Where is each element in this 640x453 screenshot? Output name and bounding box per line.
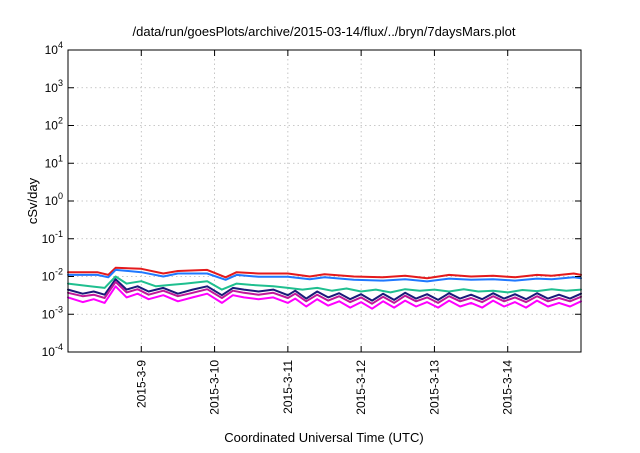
- y-tick-label: 10-3: [42, 304, 63, 321]
- y-tick-label: 102: [45, 116, 63, 133]
- chart-title: /data/run/goesPlots/archive/2015-03-14/f…: [133, 24, 516, 39]
- series-line-2: [67, 268, 582, 283]
- y-tick-label: 10-1: [42, 229, 63, 246]
- y-tick-label: 104: [45, 40, 63, 57]
- ticks: [68, 49, 581, 353]
- y-tick-label: 103: [45, 78, 63, 95]
- series-layer: [67, 266, 582, 310]
- y-tick-label: 100: [45, 191, 63, 208]
- x-tick-label: 2015-3-11: [281, 360, 295, 414]
- x-tick-label: 2015-3-12: [354, 360, 368, 415]
- series-line-5: [67, 280, 582, 305]
- series-line-1: [67, 266, 582, 280]
- y-tick-label: 10-2: [42, 267, 63, 284]
- grid: [68, 50, 581, 352]
- series-line-3: [67, 275, 582, 294]
- y-tick-labels: 10-4 10-3 10-2 10-1 100 101 102 103 104: [42, 40, 63, 359]
- x-tick-labels: 2015-3-9 2015-3-10 2015-3-11 2015-3-12 2015-…: [134, 360, 514, 415]
- x-tick-label: 2015-3-13: [427, 360, 441, 415]
- series-line-4: [67, 278, 582, 302]
- y-axis-label: cSv/day: [25, 177, 40, 224]
- x-tick-label: 2015-3-14: [501, 360, 515, 415]
- y-tick-label: 10-4: [42, 342, 63, 359]
- y-tick-label: 101: [45, 153, 63, 170]
- x-tick-label: 2015-3-10: [208, 360, 222, 415]
- x-tick-label: 2015-3-9: [134, 360, 148, 408]
- x-axis-label: Coordinated Universal Time (UTC): [224, 430, 423, 445]
- series-line-6: [67, 285, 582, 310]
